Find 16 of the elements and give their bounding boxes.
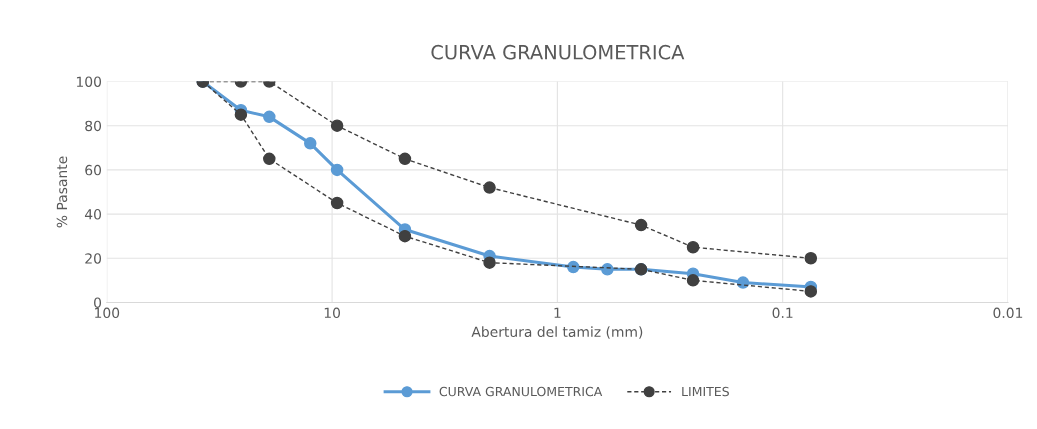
legend-label: CURVA GRANULOMETRICA bbox=[439, 386, 603, 397]
y-tick-label: 0 bbox=[94, 297, 102, 308]
x-tick-label: 100 bbox=[95, 307, 120, 319]
y-tick-label: 40 bbox=[84, 209, 102, 220]
x-axis-title: Abertura del tamiz (mm) bbox=[471, 326, 643, 339]
x-tick-label: 1 bbox=[554, 307, 561, 318]
y-tick-label: 60 bbox=[85, 164, 102, 176]
y-tick-label: 100 bbox=[76, 76, 102, 87]
y-tick-label: 20 bbox=[85, 253, 102, 264]
y-tick-label: 80 bbox=[85, 120, 102, 132]
x-tick-label: 10 bbox=[324, 307, 341, 319]
y-axis-title: % Pasante bbox=[56, 156, 68, 228]
legend-label: LIMITES bbox=[682, 386, 729, 397]
x-tick-label: 0.1 bbox=[772, 307, 793, 319]
chart-title: CURVA GRANULOMETRICA bbox=[431, 44, 685, 60]
x-tick-label: 0.01 bbox=[993, 307, 1023, 319]
